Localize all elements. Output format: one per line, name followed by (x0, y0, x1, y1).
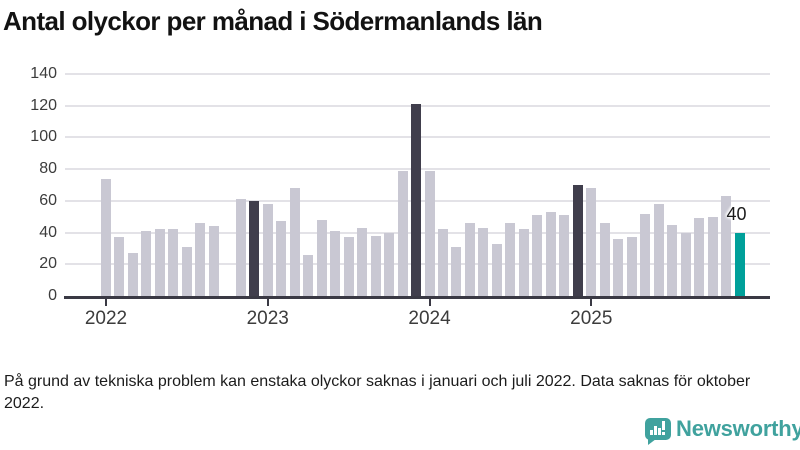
current-value-label: 40 (726, 203, 747, 224)
bar-2022-08 (195, 223, 206, 296)
chart-title: Antal olyckor per månad i Södermanlands … (3, 6, 543, 36)
bar-2023-06 (330, 230, 341, 296)
x-axis-tick (105, 299, 107, 306)
bar-2022-12 (249, 200, 260, 296)
y-axis-tick-label: 60 (39, 191, 57, 209)
chart-footnote: På grund av tekniska problem kan enstaka… (4, 373, 751, 413)
bar-2022-09 (208, 226, 219, 296)
bar-2024-06 (491, 243, 502, 296)
x-axis-tick (428, 299, 431, 306)
bar-2024-12 (572, 185, 583, 296)
bar-2025-07 (667, 224, 678, 296)
bar-2022-06 (168, 229, 179, 296)
bar-2022-02 (114, 237, 125, 296)
x-axis-tick (266, 299, 269, 306)
bar-2023-11 (397, 170, 408, 296)
bar-2025-11 (721, 196, 732, 296)
bar-2024-10 (545, 211, 556, 296)
bar-2024-07 (505, 223, 516, 296)
gridline-140 (65, 73, 770, 75)
y-axis-tick-label: 40 (39, 223, 57, 241)
x-axis-tick (590, 299, 593, 306)
bar-2023-08 (357, 227, 368, 296)
newsworthy-logo-icon (645, 418, 671, 445)
bar-2025-08 (680, 232, 691, 296)
bar-2022-11 (235, 199, 246, 296)
x-axis-year-label: 2023 (246, 308, 289, 329)
bar-2023-02 (276, 221, 287, 296)
bar-2025-06 (653, 204, 664, 296)
x-axis-line (64, 296, 770, 299)
bar-2023-09 (370, 235, 381, 296)
bar-2022-01 (101, 178, 111, 296)
bar-2023-03 (289, 188, 300, 296)
x-axis-year-label: 2025 (570, 308, 613, 329)
bar-2025-02 (599, 223, 610, 296)
bar-2022-05 (154, 229, 165, 296)
bar-2024-05 (478, 227, 489, 296)
bar-2023-12 (411, 104, 422, 296)
bar-2025-01 (586, 188, 597, 296)
y-axis-tick-label: 80 (39, 160, 57, 178)
bar-2023-10 (384, 232, 395, 296)
bar-2025-05 (640, 213, 651, 296)
bar-2024-03 (451, 246, 462, 296)
newsworthy-wordmark: Newsworthy (676, 416, 800, 441)
bar-2025-03 (613, 238, 624, 296)
x-axis-year-label: 2024 (408, 308, 451, 329)
bar-2024-01 (424, 170, 435, 296)
bar-2024-11 (559, 215, 570, 296)
bar-2024-08 (518, 229, 529, 296)
bar-2025-12 (734, 232, 745, 296)
bar-2025-10 (707, 216, 718, 296)
bar-2025-09 (694, 218, 705, 296)
bar-2023-01 (262, 204, 273, 296)
y-axis-tick-label: 20 (39, 255, 57, 273)
bar-2022-04 (141, 230, 152, 296)
y-axis-tick-label: 0 (48, 287, 57, 304)
bar-2024-04 (464, 223, 475, 296)
bar-2023-04 (303, 254, 314, 296)
bar-2022-03 (127, 253, 138, 296)
bar-2024-09 (532, 215, 543, 296)
y-axis-tick-label: 100 (30, 128, 57, 146)
bar-2022-07 (181, 246, 192, 296)
y-axis-tick-label: 140 (30, 65, 57, 82)
x-axis-year-label: 2022 (84, 308, 128, 329)
y-axis-tick-label: 120 (30, 96, 57, 114)
bar-2023-07 (343, 237, 354, 296)
bar-2024-02 (438, 229, 448, 296)
bar-2023-05 (316, 219, 327, 296)
bar-2025-04 (626, 237, 637, 296)
